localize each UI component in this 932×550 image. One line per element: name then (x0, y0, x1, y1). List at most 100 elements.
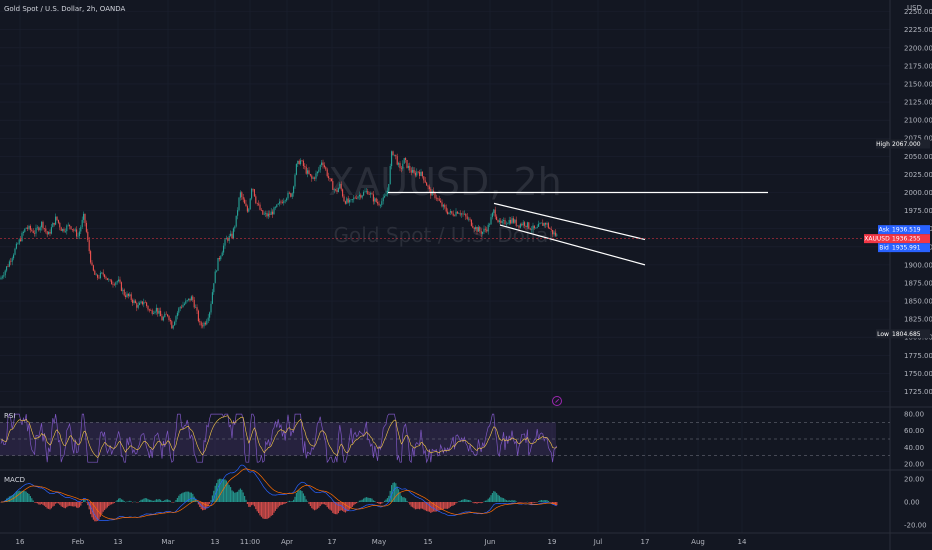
macd-label[interactable]: MACD (4, 476, 25, 484)
macd-histogram-bar (50, 502, 52, 509)
candle-body (482, 231, 484, 234)
candle-body (437, 198, 439, 199)
candle-body (283, 201, 285, 204)
candle-body (353, 197, 355, 200)
candle-body (34, 233, 36, 234)
macd-histogram-bar (69, 502, 71, 506)
macd-histogram-bar (62, 502, 64, 508)
candle-body (22, 231, 24, 233)
macd-histogram-bar (255, 502, 257, 510)
macd-histogram-bar (462, 499, 464, 502)
candle-body (137, 304, 139, 308)
time-axis[interactable]: 16 Feb 13 Mar 13 11:00 Apr 17 May 15 Jun 19 Jul 17 Aug… (16, 538, 747, 546)
macd-histogram-bar (321, 502, 323, 505)
alert-clock-icon[interactable] (552, 396, 562, 406)
candle-body (15, 243, 17, 249)
candle-body (447, 211, 449, 214)
price-tag-label-box (876, 329, 890, 339)
candle-body (307, 170, 309, 174)
candle-body (293, 186, 295, 194)
candle-body (426, 182, 428, 186)
macd-histogram-bar (386, 498, 388, 502)
macd-histogram-bar (328, 502, 330, 509)
price-tag-label-box (878, 243, 890, 253)
candle-body (431, 190, 433, 196)
candle-body (126, 293, 128, 297)
candle-body (160, 310, 162, 317)
candle-body (532, 225, 534, 230)
macd-histogram-bar (403, 497, 405, 502)
macd-histogram-bar (316, 502, 318, 509)
candle-body (497, 219, 499, 223)
candle-body (246, 206, 248, 212)
candle-body (133, 300, 135, 303)
candle-body (349, 199, 351, 203)
candle-body (279, 201, 281, 204)
candle-body (365, 190, 367, 192)
macd-histogram-bar (399, 492, 401, 502)
candle-body (295, 164, 297, 175)
candle-body (323, 165, 325, 168)
candle-body (195, 307, 197, 308)
candle-body (486, 229, 488, 232)
rsi-label[interactable]: RSI (4, 412, 15, 420)
macd-histogram-bar (372, 500, 374, 502)
candle-body (438, 198, 440, 201)
macd-histogram-bar (77, 502, 79, 509)
macd-histogram-bar (302, 493, 304, 502)
macd-histogram-bar (511, 499, 513, 502)
price-tick-label: 2150.000 (904, 80, 932, 88)
macd-histogram-bar (340, 502, 342, 511)
candle-body (528, 222, 530, 229)
candle-body (503, 220, 505, 221)
macd-histogram-bar (95, 502, 97, 522)
candle-body (442, 204, 444, 207)
candle-body (393, 154, 395, 156)
price-tag-value: 1936.519 (892, 227, 921, 234)
candle-body (489, 224, 491, 226)
macd-histogram-bar (165, 499, 167, 502)
macd-histogram-bar (196, 500, 198, 502)
price-tick-label: 1775.000 (904, 352, 932, 360)
candle-body (224, 239, 226, 246)
currency-label[interactable]: USD (907, 4, 922, 12)
macd-histogram-bar (406, 500, 408, 502)
macd-histogram-bar (280, 502, 282, 506)
candle-body (206, 320, 208, 325)
macd-histogram-bar (42, 502, 44, 505)
candle-body (213, 283, 215, 293)
symbol-title[interactable]: Gold Spot / U.S. Dollar, 2h, OANDA (4, 5, 125, 13)
macd-histogram-bar (48, 502, 50, 509)
candle-body (105, 277, 107, 279)
macd-histogram-bar (144, 498, 146, 502)
macd-histogram-bar (435, 502, 437, 512)
macd-histogram-bar (482, 502, 484, 503)
macd-histogram-bar (276, 502, 278, 509)
candle-body (88, 240, 90, 252)
candle-body (518, 225, 520, 228)
candle-body (335, 189, 337, 191)
macd-histogram-bar (498, 495, 500, 502)
drawings[interactable] (388, 191, 768, 266)
rsi-pane[interactable]: 80.00 60.00 40.00 20.00 (0, 411, 924, 469)
candle-body (62, 228, 64, 231)
macd-pane[interactable]: 20.00 0.00 -20.00 (0, 464, 927, 530)
macd-histogram-bar (59, 502, 61, 505)
macd-histogram-bar (493, 491, 495, 502)
macd-histogram-bar (553, 502, 555, 505)
candle-body (74, 229, 76, 231)
candle-body (220, 256, 222, 260)
macd-histogram-bar (148, 499, 150, 502)
candle-body (466, 216, 468, 219)
rsi-ma-line (0, 415, 557, 458)
macd-histogram-bar (67, 502, 69, 507)
macd-histogram-bar (116, 500, 118, 502)
candle-body (553, 232, 555, 235)
macd-histogram-bar (512, 500, 514, 502)
candle-body (356, 198, 358, 199)
candle-body (252, 188, 254, 190)
candle-body (389, 166, 391, 184)
macd-histogram-bar (556, 502, 558, 506)
candle-body (263, 213, 265, 215)
